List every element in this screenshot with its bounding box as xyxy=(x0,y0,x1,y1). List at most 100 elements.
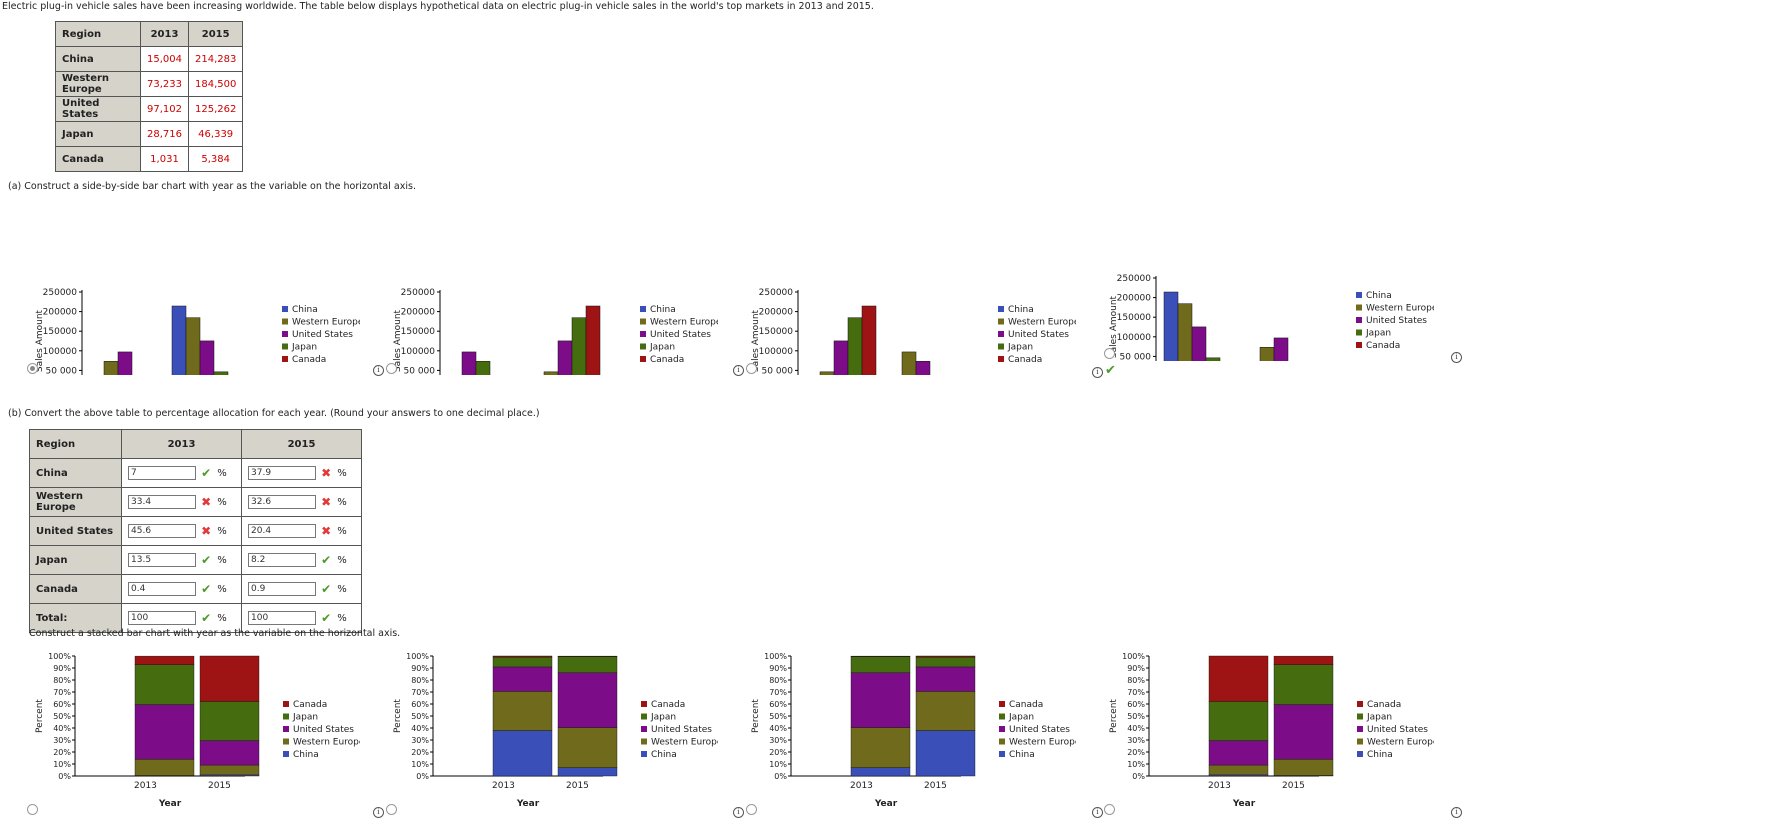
answer-cell: 33.4 ✖% xyxy=(121,487,242,517)
y-tick-label: 100000 xyxy=(401,347,436,357)
stack-segment xyxy=(1273,759,1334,776)
percent-input[interactable]: 20.4 xyxy=(248,524,316,538)
question-b-text: (b) Convert the above table to percentag… xyxy=(8,408,540,419)
legend-swatch xyxy=(1357,738,1363,745)
correct-check-icon: ✔ xyxy=(321,582,332,596)
y-tick-label: 80% xyxy=(53,676,71,685)
info-icon[interactable]: i xyxy=(1092,807,1103,818)
value-cell: 1,031 xyxy=(140,146,189,172)
percent-input[interactable]: 32.6 xyxy=(248,495,316,509)
percent-input[interactable]: 45.6 xyxy=(128,524,196,538)
y-tick-label: 10% xyxy=(1127,760,1145,769)
percent-input[interactable]: 100 xyxy=(128,611,196,625)
incorrect-cross-icon: ✖ xyxy=(321,466,332,480)
percent-input[interactable]: 8.2 xyxy=(248,553,316,567)
col-header-region: Region xyxy=(29,429,122,459)
percent-input[interactable]: 13.5 xyxy=(128,553,196,567)
legend-label: China xyxy=(1008,305,1034,315)
incorrect-cross-icon: ✖ xyxy=(201,524,212,538)
info-icon[interactable]: i xyxy=(1092,367,1103,378)
info-icon[interactable]: i xyxy=(373,365,384,376)
y-tick-label: 100% xyxy=(48,652,71,661)
x-tick-label: 2015 xyxy=(1282,781,1305,791)
bar xyxy=(833,340,849,375)
percent-input[interactable]: 37.9 xyxy=(248,466,316,480)
legend-swatch xyxy=(1357,713,1363,720)
legend-label: China xyxy=(651,750,677,760)
percent-input[interactable]: 100 xyxy=(248,611,316,625)
option-a4-radio[interactable] xyxy=(1104,348,1115,359)
row-label: China xyxy=(55,46,141,72)
y-tick-label: 250000 xyxy=(1117,274,1152,284)
info-icon[interactable]: i xyxy=(1451,807,1462,818)
option-c4-radio[interactable] xyxy=(1104,804,1115,815)
y-tick-label: 90% xyxy=(53,664,71,673)
legend-swatch xyxy=(1357,751,1363,757)
table-row: Canada 1,031 5,384 xyxy=(55,146,244,172)
percent-unit: % xyxy=(337,583,347,595)
y-tick-label: 10% xyxy=(53,760,71,769)
option-a3-radio[interactable] xyxy=(746,363,757,374)
x-tick-label: 2013 xyxy=(134,781,157,791)
y-tick-label: 20% xyxy=(411,748,429,757)
stack-segment xyxy=(134,664,195,705)
percent-input[interactable]: 7 xyxy=(128,466,196,480)
stack-segment xyxy=(850,656,911,674)
option-c2-radio[interactable] xyxy=(386,804,397,815)
stack-segment xyxy=(492,666,553,692)
answer-cell: 7 ✔% xyxy=(121,458,242,488)
percent-input[interactable]: 33.4 xyxy=(128,495,196,509)
stack-segment xyxy=(557,672,618,728)
stack-segment xyxy=(199,764,260,776)
value-cell: 97,102 xyxy=(140,96,189,122)
stack-segment xyxy=(492,656,553,668)
y-tick-label: 250000 xyxy=(759,288,794,298)
y-tick-label: 100% xyxy=(764,652,787,661)
y-tick-label: 50 000 xyxy=(404,366,436,375)
legend-label: Japan xyxy=(1365,329,1391,339)
y-tick-label: 150000 xyxy=(1117,313,1152,323)
option-c1-radio[interactable] xyxy=(27,804,38,815)
legend-swatch xyxy=(998,331,1004,337)
legend-label: United States xyxy=(1366,316,1427,326)
y-tick-label: 20% xyxy=(769,748,787,757)
y-tick-label: 60% xyxy=(411,700,429,709)
percent-input[interactable]: 0.9 xyxy=(248,582,316,596)
info-icon[interactable]: i xyxy=(373,807,384,818)
info-icon[interactable]: i xyxy=(733,365,744,376)
answer-cell: 45.6 ✖% xyxy=(121,516,242,546)
bar xyxy=(1177,303,1193,361)
info-icon[interactable]: i xyxy=(1451,352,1462,363)
legend-swatch xyxy=(998,318,1004,325)
legend-label: Canada xyxy=(1008,355,1042,365)
table-row: Western Europe 73,233 184,500 xyxy=(55,71,244,97)
legend-label: China xyxy=(1366,291,1392,301)
y-tick-label: 90% xyxy=(411,664,429,673)
y-tick-label: 150000 xyxy=(759,327,794,337)
x-tick-label: 2015 xyxy=(566,781,589,791)
row-label: China xyxy=(29,458,122,488)
correct-check-icon: ✔ xyxy=(201,582,212,596)
legend-swatch xyxy=(640,306,646,312)
percent-input[interactable]: 0.4 xyxy=(128,582,196,596)
legend-swatch xyxy=(640,356,646,362)
stack-segment xyxy=(199,740,260,766)
legend-label: Canada xyxy=(1366,341,1400,351)
legend-swatch xyxy=(1356,317,1362,323)
x-tick-label: 2013 xyxy=(850,781,873,791)
legend-swatch xyxy=(1356,342,1362,348)
stack-segment xyxy=(134,704,195,760)
percent-unit: % xyxy=(337,525,347,537)
chart-c1: 0% 10% 20% 30% 40% 50% 60% 70% 80% 90% 100% Percent… xyxy=(35,652,360,809)
info-icon[interactable]: i xyxy=(733,807,744,818)
option-a1-radio[interactable] xyxy=(27,363,38,374)
legend-swatch xyxy=(282,306,288,312)
legend-label: Canada xyxy=(1367,700,1401,710)
y-tick-label: 50% xyxy=(53,712,71,721)
y-tick-label: 100000 xyxy=(1117,333,1152,343)
option-a2-radio[interactable] xyxy=(386,363,397,374)
x-axis-title: Year xyxy=(874,799,898,809)
stack-segment xyxy=(134,759,195,776)
table-row: Canada 0.4 ✔% 0.9 ✔% xyxy=(29,574,362,604)
option-c3-radio[interactable] xyxy=(746,804,757,815)
